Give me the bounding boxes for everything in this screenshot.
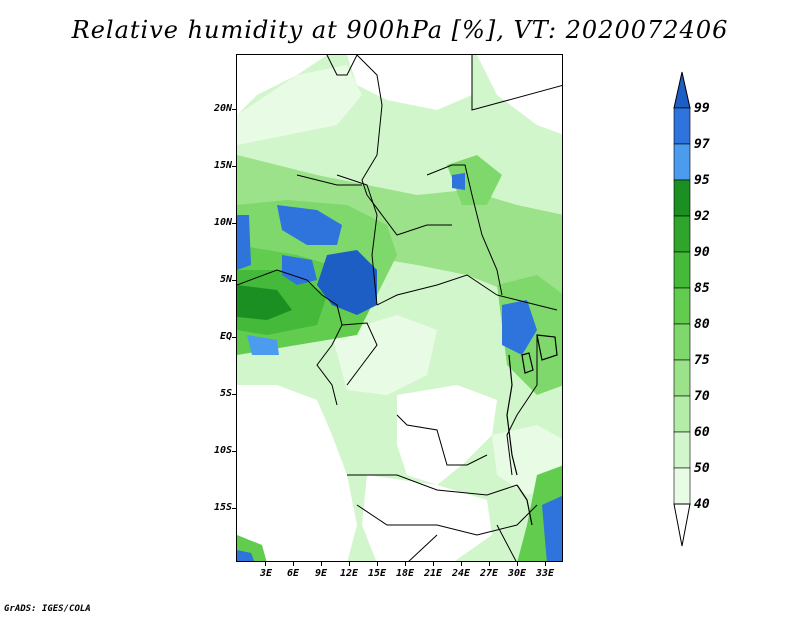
lat-tick [232, 166, 236, 167]
lon-label-12e: 12E [339, 568, 359, 579]
lat-label-10n: 10N [213, 217, 232, 228]
colorbar-bin-40-50 [673, 467, 691, 505]
lon-label-6e: 6E [286, 568, 300, 579]
lon-label-9e: 9E [314, 568, 328, 579]
lon-label-3e: 3E [259, 568, 273, 579]
colorbar-label-85: 85 [694, 281, 710, 296]
lon-tick [293, 562, 294, 566]
dry-area-sahara [347, 55, 472, 110]
lat-label-eq: EQ [219, 331, 232, 342]
colorbar-bin-95-97 [673, 143, 691, 181]
lon-tick [517, 562, 518, 566]
colorbar-bin-85-90 [673, 251, 691, 289]
colorbar-label-95: 95 [694, 173, 710, 188]
colorbar-label-90: 90 [694, 245, 710, 260]
lon-tick [489, 562, 490, 566]
humidity-75-80-darfur [447, 155, 502, 205]
lon-label-27e: 27E [479, 568, 499, 579]
humidity-97-99-southwest [237, 550, 255, 561]
map-panel [236, 54, 563, 562]
lat-tick [232, 508, 236, 509]
colorbar-label-50: 50 [694, 461, 710, 476]
colorbar-label-99: 99 [694, 101, 710, 116]
humidity-95-97-gabon [247, 335, 279, 355]
lon-tick [349, 562, 350, 566]
humidity-97-99-plateau [282, 255, 317, 285]
dry-area-southwest-ocean [237, 385, 357, 561]
colorbar-label-97: 97 [694, 137, 710, 152]
lat-tick [232, 109, 236, 110]
lat-label-15s: 15S [213, 502, 232, 513]
colorbar [673, 71, 691, 547]
humidity-above-99-cameroon [317, 250, 377, 315]
lon-tick [461, 562, 462, 566]
humidity-92-95-coast [237, 285, 292, 320]
lat-tick [232, 337, 236, 338]
humidity-40-50-congo [332, 315, 437, 395]
lon-label-33e: 33E [535, 568, 555, 579]
colorbar-label-75: 75 [694, 353, 710, 368]
lat-label-5n: 5N [219, 274, 232, 285]
lon-tick [545, 562, 546, 566]
lon-label-21e: 21E [423, 568, 443, 579]
colorbar-bin-80-85 [673, 287, 691, 325]
dry-area-south-congo [397, 385, 497, 485]
lat-label-5s: 5S [219, 388, 232, 399]
lon-label-30e: 30E [507, 568, 527, 579]
lon-tick [377, 562, 378, 566]
colorbar-label-80: 80 [694, 317, 710, 332]
lat-tick [232, 223, 236, 224]
lat-label-10s: 10S [213, 445, 232, 456]
colorbar-bin-60-70 [673, 395, 691, 433]
colorbar-bin-70-75 [673, 359, 691, 397]
humidity-70-75-belt [237, 155, 562, 305]
humidity-97-99-nigeria [277, 205, 342, 245]
colorbar-upper-arrow [673, 71, 691, 109]
lon-tick [433, 562, 434, 566]
colorbar-bin-97-99 [673, 107, 691, 145]
lakes [506, 334, 558, 526]
colorbar-label-60: 60 [694, 425, 710, 440]
lat-tick [232, 394, 236, 395]
colorbar-bin-50-60 [673, 431, 691, 469]
humidity-97-99-westedge [237, 215, 251, 270]
lon-label-24e: 24E [451, 568, 471, 579]
humidity-field [237, 55, 562, 561]
lat-tick [232, 280, 236, 281]
colorbar-label-40: 40 [694, 497, 710, 512]
humidity-97-99-mozambique [542, 495, 562, 561]
colorbar-bin-90-92 [673, 215, 691, 253]
humidity-40-50-north [237, 65, 362, 145]
lat-label-15n: 15N [213, 160, 232, 171]
lon-tick [265, 562, 266, 566]
lon-label-18e: 18E [395, 568, 415, 579]
dry-area-northeast [477, 55, 562, 135]
colorbar-label-70: 70 [694, 389, 710, 404]
colorbar-lower-arrow [673, 503, 691, 547]
dry-area-northwest [237, 55, 327, 115]
lon-tick [321, 562, 322, 566]
country-borders [237, 55, 562, 561]
colorbar-bin-75-80 [673, 323, 691, 361]
lat-tick [232, 451, 236, 452]
colorbar-bin-92-95 [673, 179, 691, 217]
colorbar-label-92: 92 [694, 209, 710, 224]
lon-tick [405, 562, 406, 566]
map-title: Relative humidity at 900hPa [%], VT: 202… [71, 16, 729, 44]
lon-label-15e: 15E [367, 568, 387, 579]
humidity-97-99-darfur [452, 173, 465, 190]
humidity-97-99-uganda [502, 300, 537, 355]
grads-credit: GrADS: IGES/COLA [4, 604, 91, 614]
lat-label-20n: 20N [213, 103, 232, 114]
dry-area-southern [362, 475, 492, 561]
